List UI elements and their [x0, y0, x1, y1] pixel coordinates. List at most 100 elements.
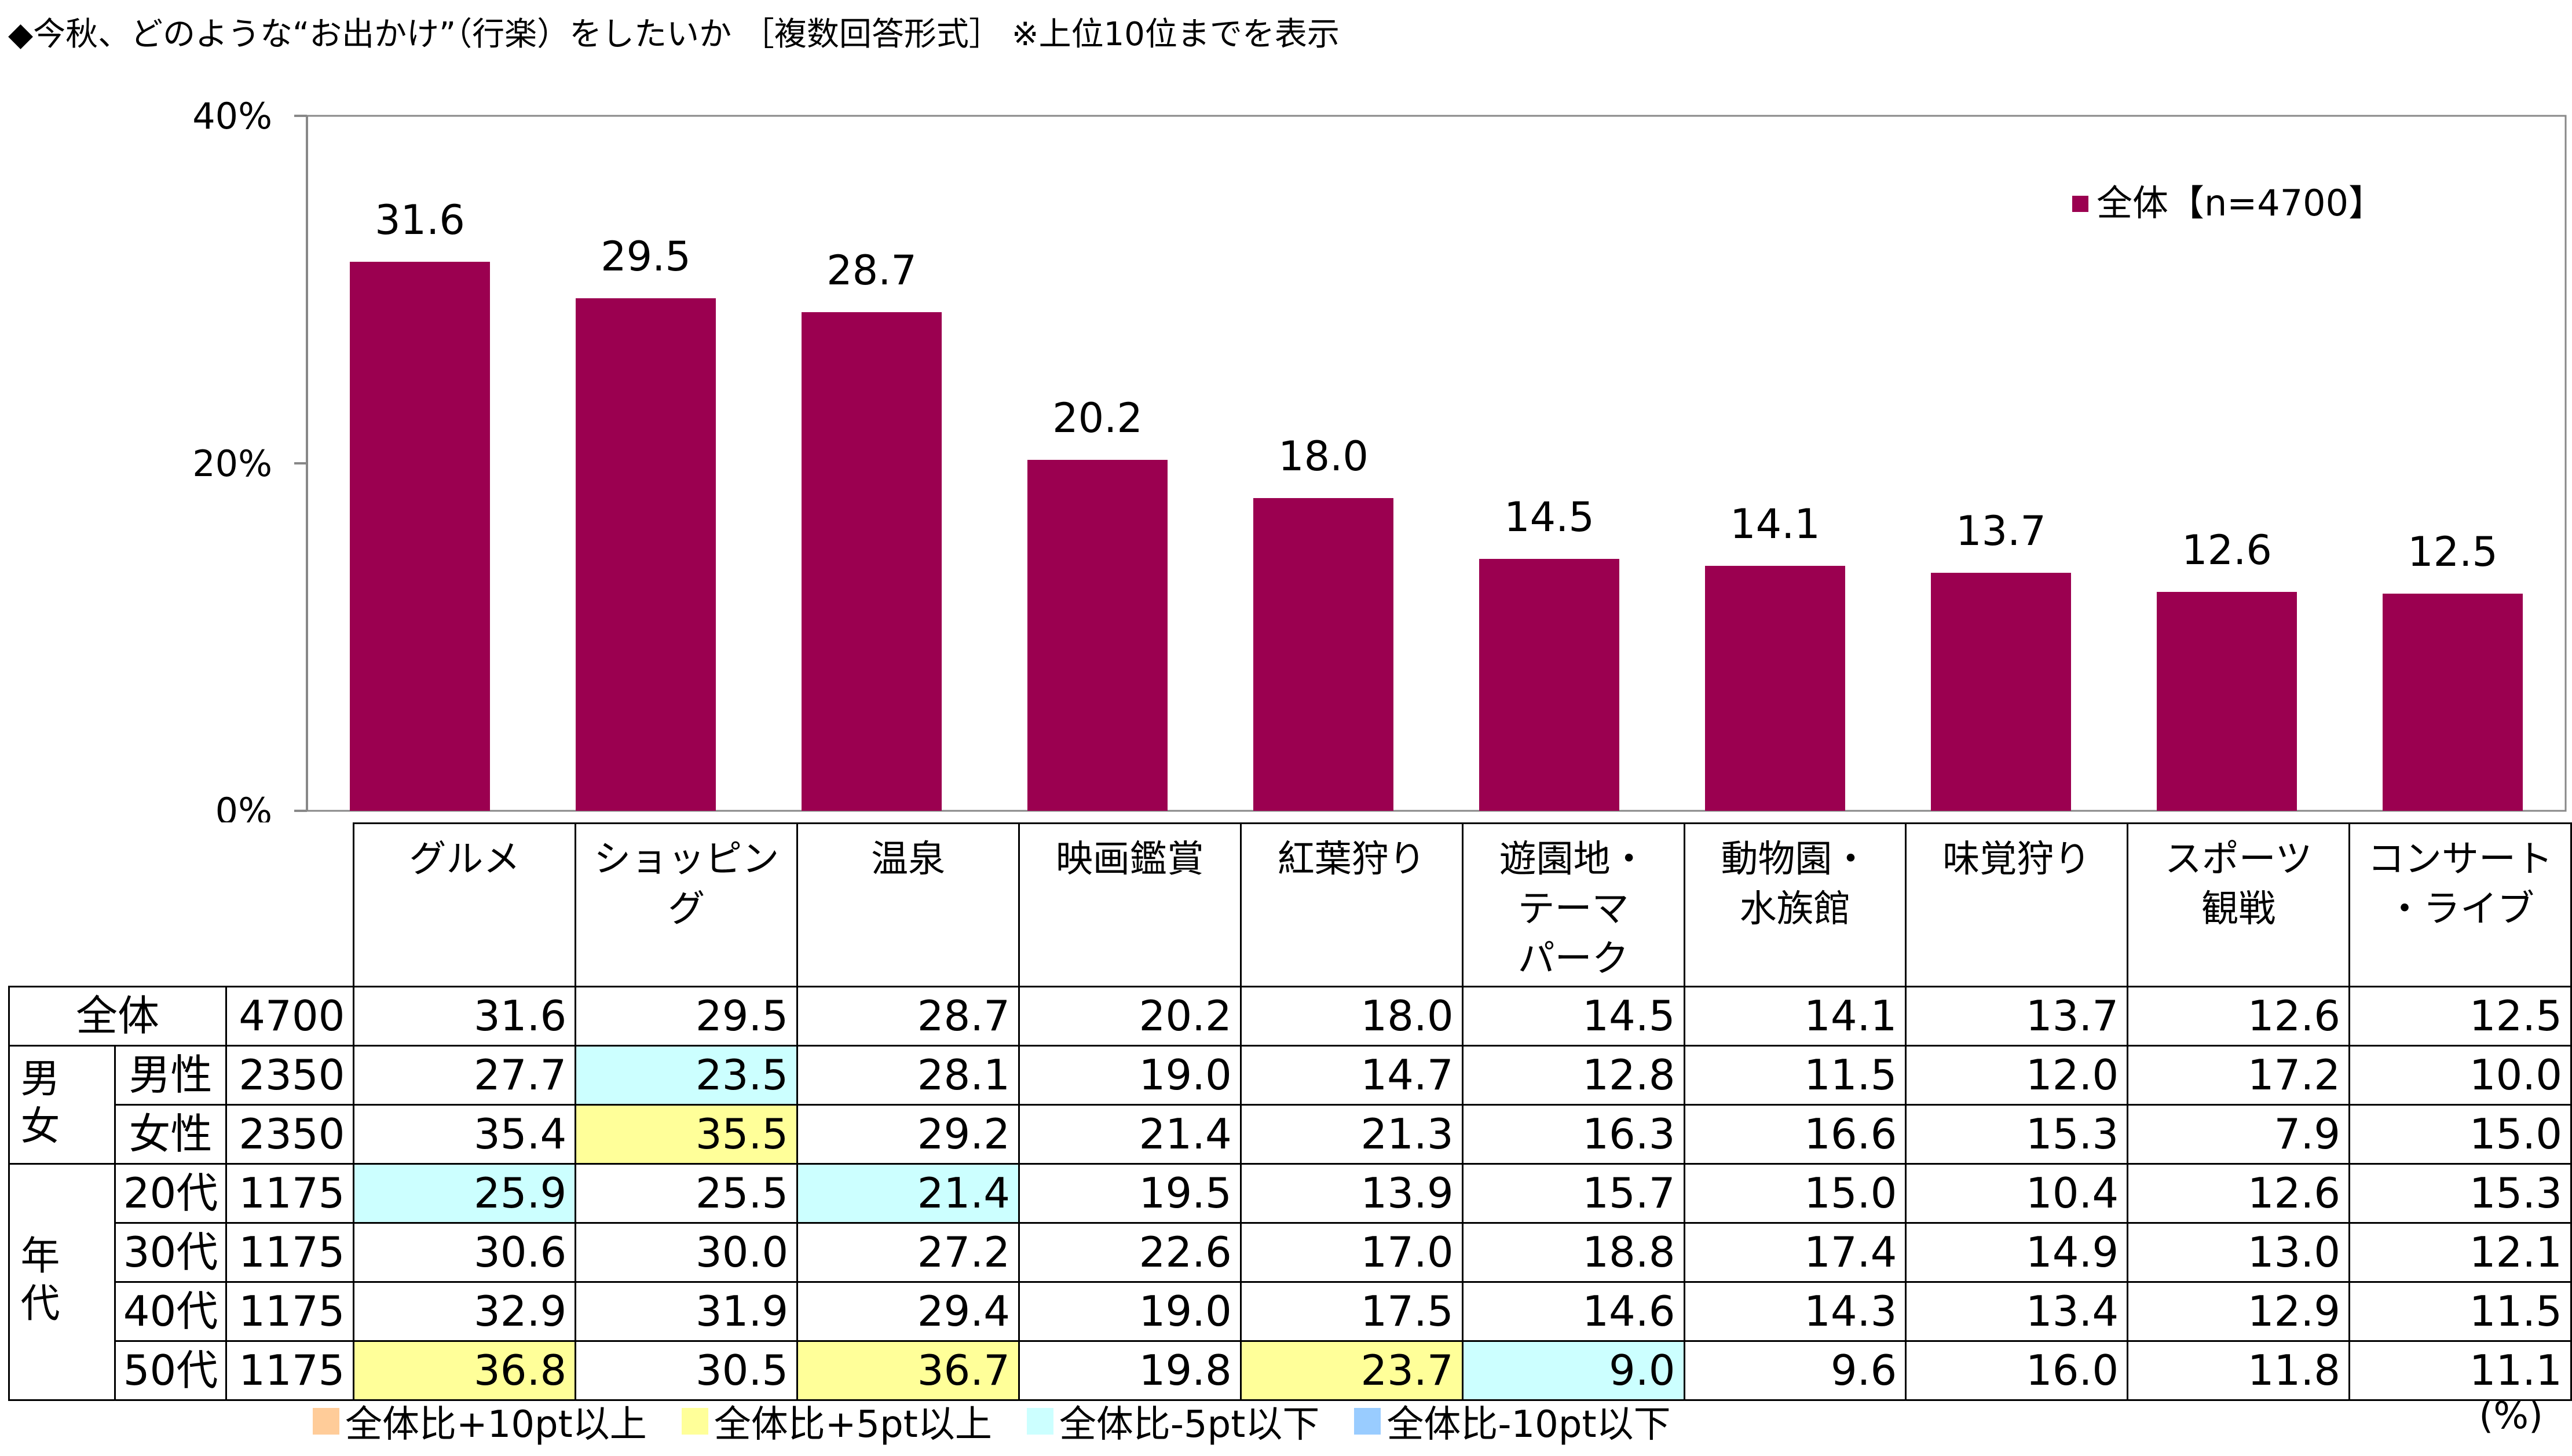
- table-cell: 25.9: [353, 1163, 577, 1224]
- table-cell: 17.4: [1683, 1222, 1907, 1283]
- table-cell: 27.7: [353, 1045, 577, 1106]
- sample-size: 1175: [225, 1222, 355, 1283]
- bar-value-label: 18.0: [1278, 433, 1369, 480]
- bar: [1705, 566, 1845, 811]
- table-cell: 12.1: [2348, 1222, 2572, 1283]
- table-row: 30代 1175 30.6 30.0 27.2 22.6 17.0 18.8 17.4 14.9 1…: [9, 1222, 2572, 1283]
- bar: [1479, 559, 1619, 811]
- table-cell: 30.6: [353, 1222, 577, 1283]
- table-cell: 28.7: [796, 986, 1020, 1047]
- table-cell: 15.3: [2348, 1163, 2572, 1224]
- table-cell: 19.0: [1018, 1045, 1242, 1106]
- group-label-age: 年代: [8, 1163, 116, 1401]
- table-cell: 22.6: [1018, 1222, 1242, 1283]
- table-cell: 19.8: [1018, 1340, 1242, 1401]
- table-cell: 25.5: [575, 1163, 799, 1224]
- table-row: 年代 20代 1175 25.9 25.5 21.4 19.5 13.9 15.7 15.0 10.…: [8, 1163, 2572, 1401]
- bar-value-label: 31.6: [375, 196, 465, 244]
- category-label: スポーツ 観戦: [2127, 822, 2351, 987]
- table-cell: 12.0: [1905, 1045, 2129, 1106]
- highlight-legend-item: 全体比-5pt以下: [1026, 1395, 1320, 1448]
- bar-value-label: 12.5: [2408, 528, 2498, 576]
- table-cell: 35.5: [575, 1104, 799, 1165]
- table-row: 50代 1175 36.8 30.5 36.7 19.8 23.7 9.0 9.6 16.0 11.…: [9, 1340, 2572, 1401]
- table-cell: 18.0: [1239, 986, 1464, 1047]
- category-label: 味覚狩り: [1905, 822, 2129, 987]
- table-cell: 15.0: [1683, 1163, 1907, 1224]
- table-cell: 12.6: [2127, 986, 2351, 1047]
- chart-axes: 0% 20% 40%: [192, 95, 2567, 822]
- row-label: 30代: [114, 1222, 228, 1283]
- y-tick-label: 20%: [192, 442, 272, 485]
- table-cell: 16.3: [1461, 1104, 1685, 1165]
- table-cell: 23.5: [575, 1045, 799, 1106]
- bar-value-label: 14.5: [1504, 493, 1594, 541]
- bar-value-label: 20.2: [1052, 394, 1143, 442]
- highlight-swatch: [1026, 1408, 1053, 1435]
- table-cell: 30.0: [575, 1222, 799, 1283]
- table-cell: 12.6: [2127, 1163, 2351, 1224]
- table-cell: 14.7: [1239, 1045, 1464, 1106]
- table-cell: 11.1: [2348, 1340, 2572, 1401]
- category-label: グルメ: [353, 822, 577, 987]
- table-cell: 10.0: [2348, 1045, 2572, 1106]
- chart-legend: 全体【n=4700】: [2072, 182, 2384, 224]
- row-label: 男性: [114, 1045, 228, 1106]
- table-cell: 28.1: [796, 1045, 1020, 1106]
- table-cell: 36.7: [796, 1340, 1020, 1401]
- table-cell: 14.9: [1905, 1222, 2129, 1283]
- category-label: 動物園・ 水族館: [1683, 822, 1907, 987]
- bar: [1253, 498, 1393, 811]
- bar: [802, 312, 942, 811]
- table-cell: 11.5: [1683, 1045, 1907, 1106]
- category-label: 映画鑑賞: [1018, 822, 1242, 987]
- table-cell: 16.0: [1905, 1340, 2129, 1401]
- category-header-row: グルメ ショッピング 温泉 映画鑑賞 紅葉狩り 遊園地・ テーマ パーク 動物園・ 水族館味…: [9, 822, 2572, 987]
- table-cell: 12.5: [2348, 986, 2572, 1047]
- row-label: 50代: [114, 1340, 228, 1401]
- table-cell: 19.0: [1018, 1281, 1242, 1342]
- table-cell: 17.2: [2127, 1045, 2351, 1106]
- category-label: 温泉: [796, 822, 1020, 987]
- highlight-legend-label: 全体比+10pt以上: [345, 1403, 647, 1446]
- sample-size: 1175: [225, 1340, 355, 1401]
- table-cell: 14.5: [1461, 986, 1685, 1047]
- table-cell: 7.9: [2127, 1104, 2351, 1165]
- bar: [2157, 592, 2297, 811]
- highlight-swatch: [313, 1408, 339, 1435]
- table-cell: 31.9: [575, 1281, 799, 1342]
- table-cell: 14.1: [1683, 986, 1907, 1047]
- bar: [350, 262, 490, 811]
- bar-chart: 0% 20% 40% 31.6 29.5 28.7 20.2 18.0 14.5 14.1 13.…: [192, 95, 2567, 822]
- table-cell: 15.3: [1905, 1104, 2129, 1165]
- highlight-legend-label: 全体比-5pt以下: [1059, 1403, 1320, 1446]
- table-cell: 13.9: [1239, 1163, 1464, 1224]
- bar-value-label: 14.1: [1730, 500, 1820, 548]
- legend-label: 全体【n=4700】: [2097, 182, 2384, 224]
- highlight-legend-item: 全体比-10pt以下: [1354, 1395, 1671, 1448]
- category-label: コンサート ・ライブ: [2348, 822, 2572, 987]
- y-tick-label: 0%: [215, 790, 272, 822]
- bar-value-label: 13.7: [1956, 507, 2046, 555]
- table-cell: 12.8: [1461, 1045, 1685, 1106]
- highlight-swatch: [681, 1408, 708, 1435]
- table-cell: 35.4: [353, 1104, 577, 1165]
- table-row: 女性 2350 35.4 35.5 29.2 21.4 21.3 16.3 16.6 15.3 7.…: [9, 1104, 2572, 1165]
- sample-size: 1175: [225, 1281, 355, 1342]
- highlight-swatch: [1354, 1408, 1381, 1435]
- bar-value-label: 28.7: [826, 247, 917, 294]
- table-cell: 21.4: [796, 1163, 1020, 1224]
- table-cell: 23.7: [1239, 1340, 1464, 1401]
- table-cell: 11.5: [2348, 1281, 2572, 1342]
- bar-value-label: 12.6: [2182, 526, 2272, 574]
- sample-size: 4700: [225, 986, 355, 1047]
- highlight-legend-label: 全体比+5pt以上: [714, 1403, 992, 1446]
- group-label-text: 年代: [13, 1234, 59, 1330]
- table-cell: 15.0: [2348, 1104, 2572, 1165]
- table-cell: 30.5: [575, 1340, 799, 1401]
- table-cell: 19.5: [1018, 1163, 1242, 1224]
- category-label: ショッピング: [575, 822, 799, 987]
- table-cell: 11.8: [2127, 1340, 2351, 1401]
- table-cell: 17.0: [1239, 1222, 1464, 1283]
- table-cell: 20.2: [1018, 986, 1242, 1047]
